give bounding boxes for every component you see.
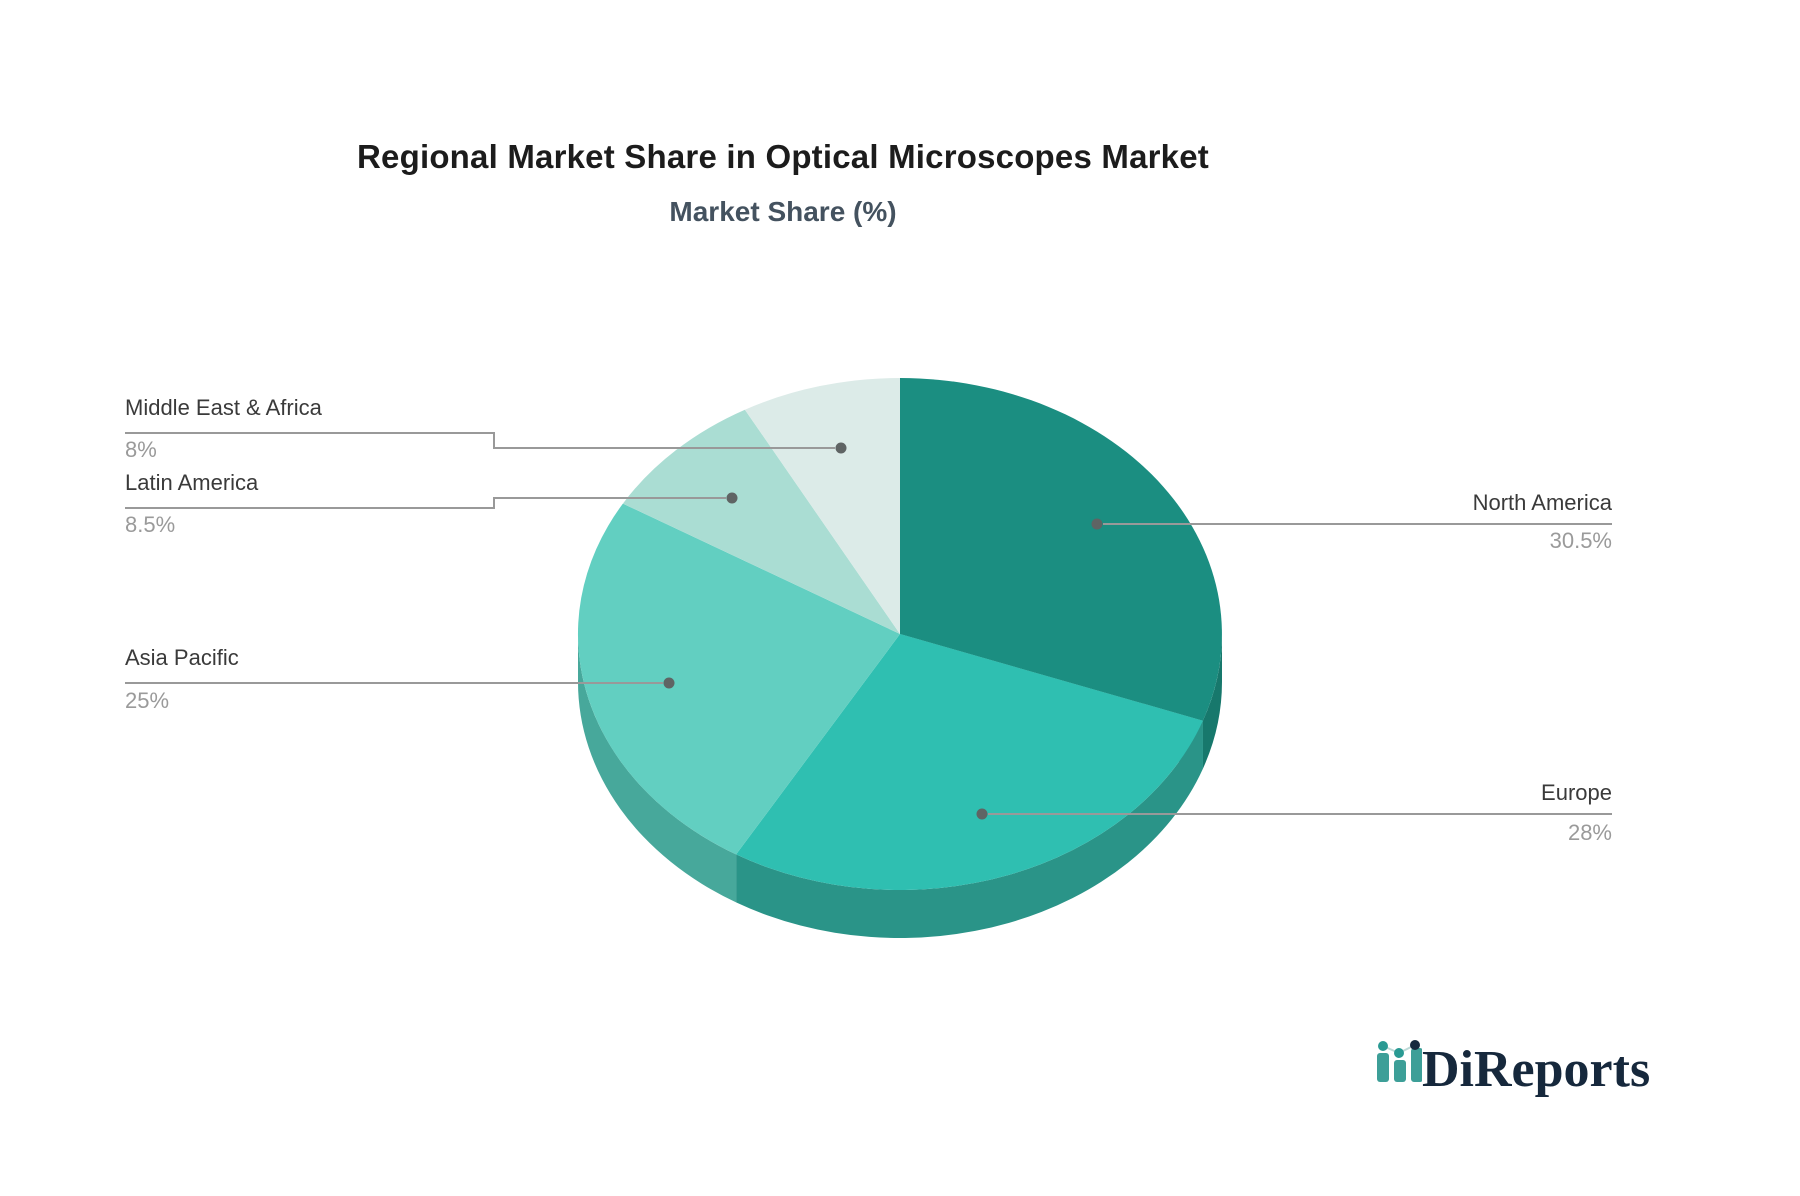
pie-wall-north-america (1202, 634, 1222, 769)
pie-slice-middle-east-africa[interactable] (744, 378, 900, 634)
value-europe: 28% (1568, 820, 1612, 846)
leader-dot-asia-pacific (663, 677, 675, 689)
label-north-america: North America (1473, 490, 1612, 516)
label-europe: Europe (1541, 780, 1612, 806)
slice-value: 25% (125, 688, 170, 713)
slice-value: 28% (1567, 820, 1612, 845)
label-asia-pacific: Asia Pacific (125, 645, 239, 671)
leader-line-latin-america (125, 497, 726, 509)
label-latin-america: Latin America (125, 470, 258, 496)
value-north-america: 30.5% (1550, 528, 1612, 554)
pie-slice-north-america[interactable] (900, 378, 1222, 721)
pie-slice-asia-pacific[interactable] (577, 503, 900, 855)
pie-slice-latin-america[interactable] (622, 409, 900, 634)
slice-name: Europe (1541, 780, 1612, 805)
value-middle-east-africa: 8% (125, 437, 157, 463)
pie-wall-asia-pacific (577, 634, 737, 903)
leader-dot-latin-america (726, 492, 738, 504)
chart-title: Regional Market Share in Optical Microsc… (357, 138, 1209, 175)
slice-name: North America (1472, 490, 1612, 515)
leader-dot-europe (976, 808, 988, 820)
slice-value: 8.5% (125, 512, 176, 537)
pie-slice-europe[interactable] (736, 634, 1203, 891)
slice-name: Middle East & Africa (125, 395, 322, 420)
slice-name: Asia Pacific (125, 645, 239, 670)
chart-subtitle: Market Share (%) (669, 196, 897, 227)
value-asia-pacific: 25% (125, 688, 169, 714)
slice-name: Latin America (125, 470, 259, 495)
slice-value: 8% (125, 437, 157, 462)
value-latin-america: 8.5% (125, 512, 175, 538)
direports-logo: DiReports (1372, 1032, 1662, 1112)
leader-line-middle-east-africa (125, 432, 835, 449)
logo-wordmark: DiReports (1422, 1041, 1651, 1098)
bar-line-chart-icon (1377, 1040, 1423, 1082)
leader-dot-north-america (1091, 518, 1103, 530)
slice-value: 30.5% (1549, 528, 1612, 553)
leader-dot-middle-east-africa (835, 442, 847, 454)
pie-wall-europe (736, 720, 1203, 939)
label-middle-east-africa: Middle East & Africa (125, 395, 322, 421)
